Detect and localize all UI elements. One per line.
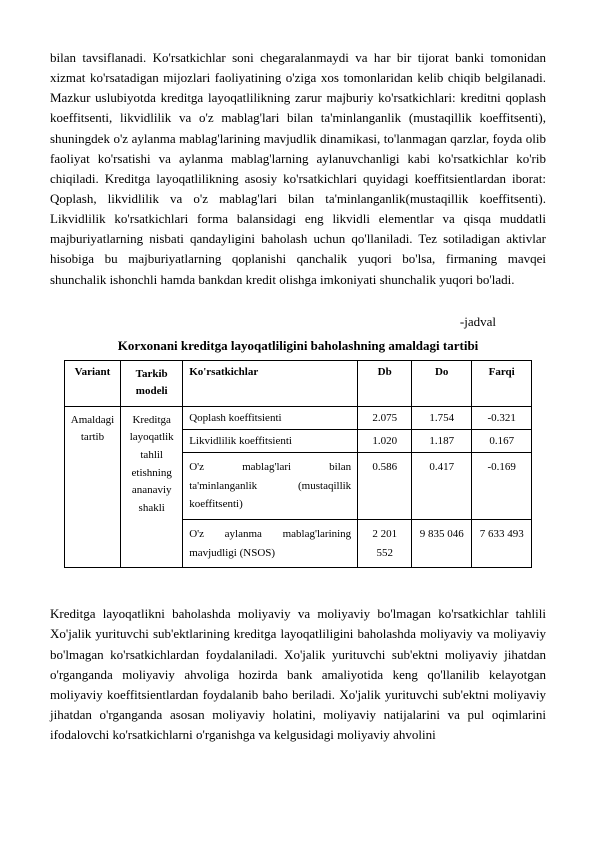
header-variant: Variant	[64, 360, 120, 406]
cell-row3-farqi: -0.169	[472, 452, 532, 519]
cell-row2-farqi: 0.167	[472, 429, 532, 452]
cell-row2-db: 1.020	[358, 429, 412, 452]
table-header-row: Variant Tarkib modeli Ko'rsatkichlar Db …	[64, 360, 531, 406]
header-korsatkichlar: Ko'rsatkichlar	[183, 360, 358, 406]
data-table: Variant Tarkib modeli Ko'rsatkichlar Db …	[64, 360, 532, 569]
cell-row1-do: 1.754	[412, 406, 472, 429]
cell-row4-do: 9 835 046	[412, 519, 472, 567]
cell-tarkib: Kreditga layoqatlik tahlil etishning ana…	[121, 406, 183, 567]
cell-row2-do: 1.187	[412, 429, 472, 452]
header-db: Db	[358, 360, 412, 406]
tarkib-l2: layoqatlik	[130, 431, 174, 443]
header-farqi: Farqi	[472, 360, 532, 406]
header-do: Do	[412, 360, 472, 406]
tarkib-l1: Kreditga	[132, 414, 170, 426]
table-container: Variant Tarkib modeli Ko'rsatkichlar Db …	[50, 360, 546, 569]
table-title: Korxonani kreditga layoqatliligini bahol…	[50, 338, 546, 354]
cell-row1-db: 2.075	[358, 406, 412, 429]
header-tarkib: Tarkib modeli	[121, 360, 183, 406]
body-paragraph-1: bilan tavsiflanadi. Ko'rsatkichlar soni …	[50, 48, 546, 290]
body-paragraph-2: Kreditga layoqatlikni baholashda moliyav…	[50, 604, 546, 745]
cell-row4-name: O'z aylanma mablag'larining mavjudligi (…	[183, 519, 358, 567]
table-number-label: -jadval	[50, 314, 546, 330]
cell-row3-db: 0.586	[358, 452, 412, 519]
cell-row4-farqi: 7 633 493	[472, 519, 532, 567]
cell-variant: Amaldagi tartib	[64, 406, 120, 567]
cell-row1-name: Qoplash koeffitsienti	[183, 406, 358, 429]
table-row: Amaldagi tartib Kreditga layoqatlik tahl…	[64, 406, 531, 429]
header-tarkib-l2: modeli	[136, 385, 168, 397]
tarkib-l4: etishning	[132, 467, 172, 479]
variant-l1: Amaldagi	[71, 414, 114, 426]
header-tarkib-l1: Tarkib	[136, 368, 168, 380]
cell-row3-name: O'z mablag'lari bilan ta'minlanganlik (m…	[183, 452, 358, 519]
cell-row4-db: 2 201 552	[358, 519, 412, 567]
cell-row3-do: 0.417	[412, 452, 472, 519]
cell-row2-name: Likvidlilik koeffitsienti	[183, 429, 358, 452]
tarkib-l3: tahlil	[140, 449, 163, 461]
tarkib-l6: shakli	[139, 502, 165, 514]
variant-l2: tartib	[81, 431, 104, 443]
tarkib-l5: ananaviy	[132, 484, 172, 496]
cell-row1-farqi: -0.321	[472, 406, 532, 429]
